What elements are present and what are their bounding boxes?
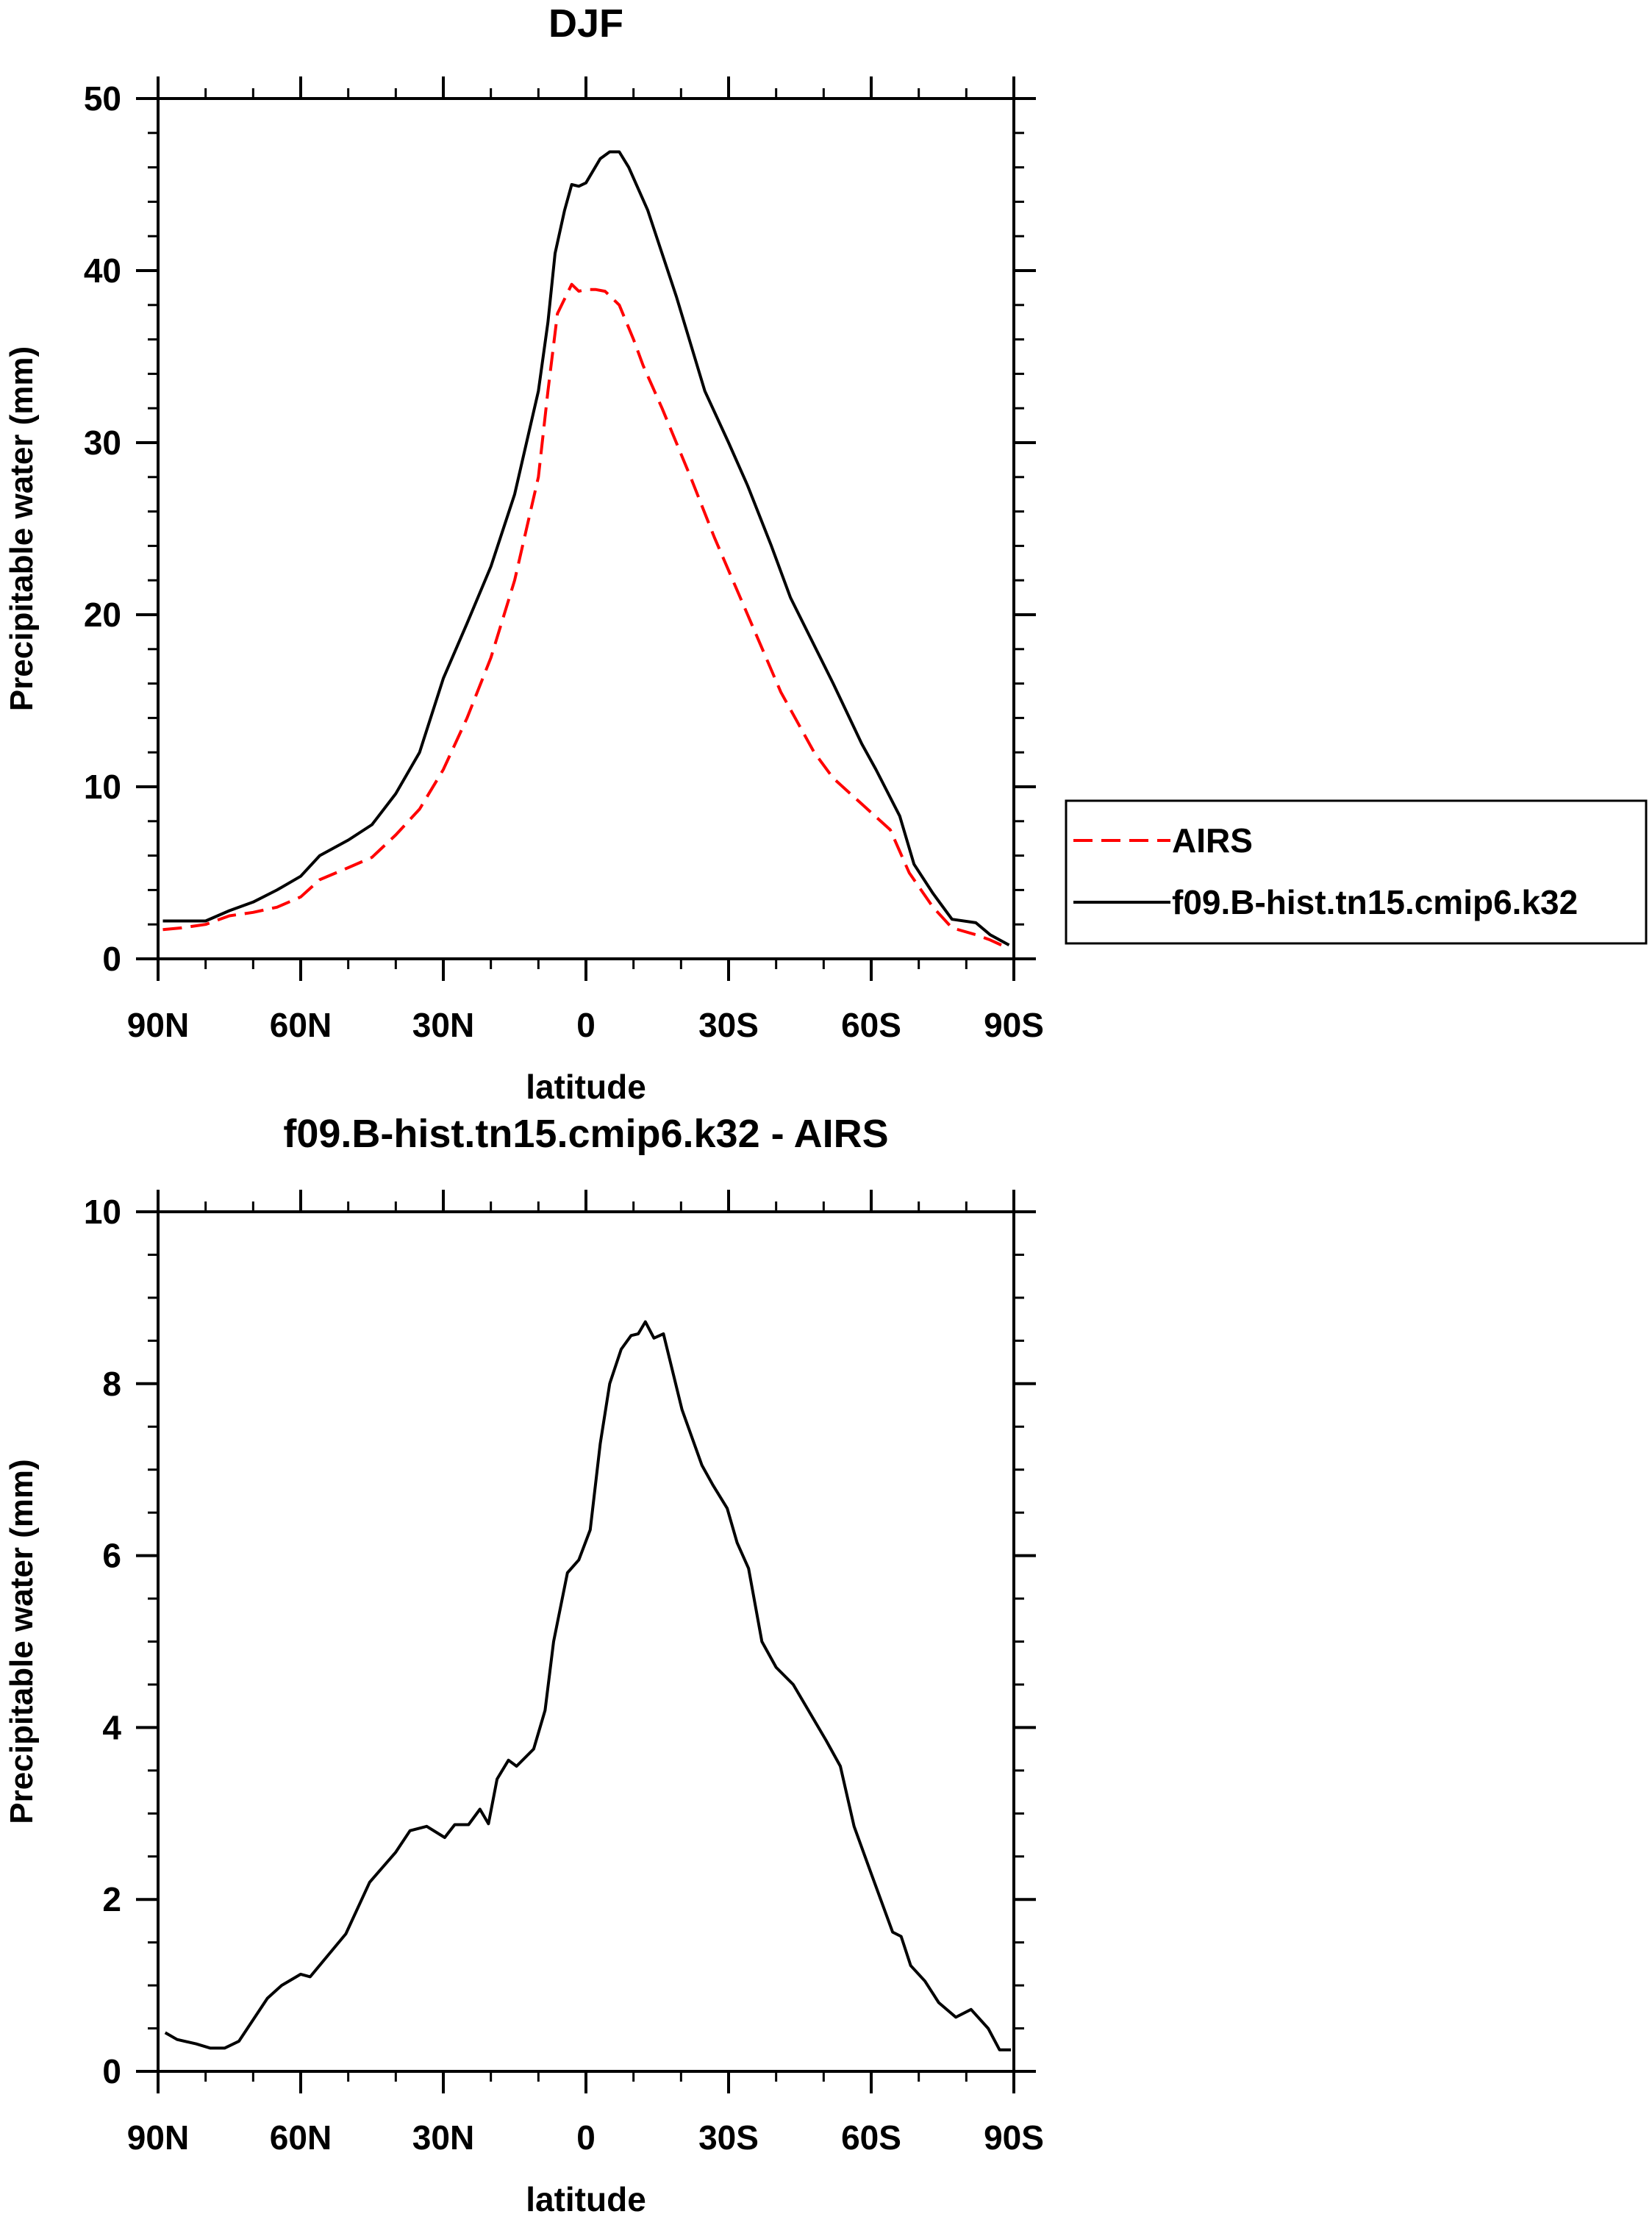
x-tick-label: 30N	[412, 2118, 474, 2157]
series-line-airs	[162, 282, 1010, 950]
chart-title: f09.B-hist.tn15.cmip6.k32 - AIRS	[283, 1112, 888, 1156]
x-tick-label: 90N	[127, 2118, 189, 2157]
x-tick-label: 60N	[270, 2118, 332, 2157]
legend: AIRS f09.B-hist.tn15.cmip6.k32	[1065, 799, 1648, 945]
y-tick-label: 6	[102, 1537, 121, 1575]
legend-box	[1065, 799, 1648, 945]
x-tick-label: 30S	[698, 2118, 759, 2157]
y-tick-label: 0	[102, 940, 121, 978]
chart-2: f09.B-hist.tn15.cmip6.k32 - AIRS 0 2 4 6 8 10 9…	[4, 1112, 1044, 2214]
x-tick-label: 90S	[984, 2118, 1044, 2157]
plot-frame	[157, 1210, 1015, 2073]
y-tick-label: 40	[84, 251, 121, 290]
x-axis-label: latitude	[526, 1068, 646, 1106]
y-tick-label: 20	[84, 596, 121, 634]
y-tick-label: 0	[102, 2052, 121, 2090]
plot-frame	[157, 97, 1015, 960]
y-tick-label: 10	[84, 1193, 121, 1231]
y-axis-label: Precipitable water (mm)	[4, 346, 40, 711]
chart-1: DJF 0 10 20 30 40 50 90N 60N 30N 0 30S 60S 90S latitud…	[4, 1, 1648, 1106]
y-tick-label: 4	[102, 1708, 121, 1746]
y-axis-label: Precipitable water (mm)	[4, 1459, 40, 1824]
x-axis-label: latitude	[526, 2180, 646, 2214]
y-tick-label: 2	[102, 1880, 121, 1918]
x-tick-label: 90S	[984, 1006, 1044, 1044]
y-tick-label: 10	[84, 768, 121, 806]
series-line-difference	[164, 1320, 1012, 2051]
series-line-f09-b-hist-tn15-cmip6-k32	[162, 150, 1010, 947]
x-tick-label: 60S	[841, 1006, 901, 1044]
y-tick-label: 50	[84, 79, 121, 118]
x-tick-label: 0	[576, 1006, 596, 1044]
x-tick-label: 30N	[412, 1006, 474, 1044]
chart-title: DJF	[548, 1, 623, 46]
x-tick-label: 0	[576, 2118, 596, 2157]
x-tick-label: 90N	[127, 1006, 189, 1044]
y-tick-label: 8	[102, 1365, 121, 1403]
y-tick-label: 30	[84, 424, 121, 462]
legend-label: f09.B-hist.tn15.cmip6.k32	[1172, 883, 1578, 921]
x-tick-label: 60S	[841, 2118, 901, 2157]
x-tick-label: 60N	[270, 1006, 332, 1044]
x-tick-label: 30S	[698, 1006, 759, 1044]
legend-label: AIRS	[1172, 821, 1253, 860]
